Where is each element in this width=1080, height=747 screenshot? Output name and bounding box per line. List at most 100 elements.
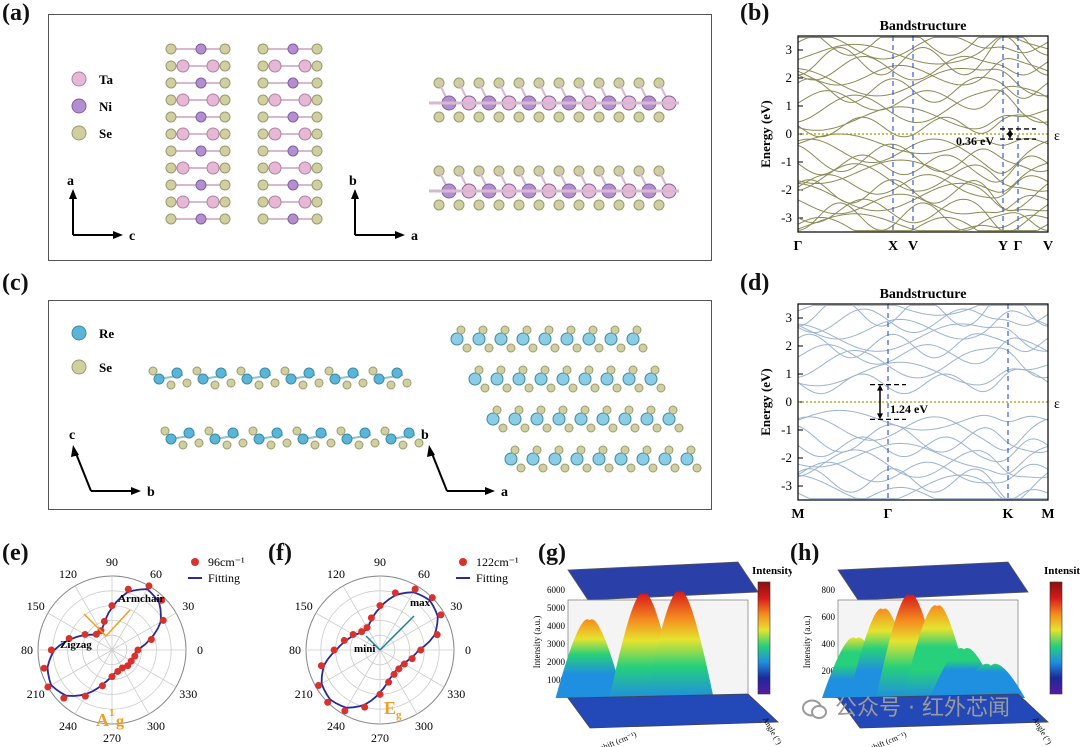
se-atom: [398, 440, 408, 450]
data-point: [92, 630, 100, 638]
se-atom: [160, 426, 170, 436]
axis-label-b-vert: b: [421, 428, 429, 443]
se-atom: [670, 463, 680, 473]
angle-tick-label: 330: [179, 687, 197, 701]
angle-tick-label: 150: [295, 599, 313, 613]
ni-atom: [195, 43, 207, 55]
data-point: [376, 602, 384, 610]
se-atom: [257, 162, 269, 174]
se-atom: [553, 111, 565, 123]
se-atom: [544, 325, 554, 335]
max-label: max: [410, 597, 431, 609]
band-line: [797, 163, 1049, 192]
band-line: [797, 323, 1049, 352]
data-point: [108, 602, 116, 610]
band-line: [797, 154, 1049, 183]
y-tick-label: 3: [786, 310, 793, 325]
kpoint-label: Γ: [884, 507, 893, 522]
se-atom: [456, 325, 466, 335]
se-atom: [686, 445, 696, 455]
data-point: [395, 665, 403, 673]
se-atom: [692, 463, 702, 473]
se-atom: [194, 438, 204, 448]
re-atom: [341, 433, 353, 445]
re-atom: [303, 367, 315, 379]
se-atom: [165, 162, 177, 174]
se-atom: [518, 365, 528, 375]
panel-label-g: (g): [538, 540, 566, 566]
se-atom: [222, 440, 232, 450]
se-atom: [480, 383, 490, 393]
se-atom: [219, 179, 231, 191]
polar-spoke: [342, 649, 381, 715]
se-atom: [473, 111, 485, 123]
axis-label-b-horiz: b: [147, 485, 155, 500]
se-atom: [558, 405, 568, 415]
data-point: [127, 657, 135, 665]
y-axis-label: Energy (eV): [758, 368, 773, 436]
se-atom: [453, 111, 465, 123]
se-atom: [257, 111, 269, 123]
polar-plot-f: 9060300330300270240210180150120122cm⁻¹Fi…: [288, 555, 519, 745]
band-line: [797, 174, 1049, 199]
data-point: [131, 652, 139, 660]
axes-left-a: a c: [67, 174, 135, 244]
band-line: [797, 36, 1049, 60]
y-axis-label: Angle (°): [1031, 715, 1054, 746]
data-point: [408, 655, 416, 663]
x-axis-label: Raman shift (cm⁻¹): [846, 730, 908, 747]
se-atom: [314, 378, 324, 388]
raman-surface-h: 200 400 600 800 Intensity (a.u.) Raman shift …: [802, 561, 1080, 747]
re-atom: [644, 372, 658, 386]
panel-label-b: (b): [740, 0, 770, 26]
se-atom: [564, 423, 574, 433]
data-point: [428, 594, 436, 602]
se-atom: [598, 445, 608, 455]
polar-spoke: [111, 649, 150, 715]
panel-label-d: (d): [740, 270, 770, 296]
se-atom: [148, 366, 158, 376]
data-point: [400, 660, 408, 668]
ta-atom: [206, 161, 220, 175]
se-atom: [219, 145, 231, 157]
data-point: [385, 678, 393, 686]
y-tick-label: -3: [781, 210, 792, 225]
y-axis-label: Angle (°): [761, 715, 784, 746]
se-atom: [257, 213, 269, 225]
polar-spoke: [379, 612, 445, 651]
re-atom: [552, 412, 566, 426]
se-atom: [546, 383, 556, 393]
se-atom: [616, 343, 626, 353]
se-atom: [270, 378, 280, 388]
re-atom: [227, 427, 239, 439]
band-line: [797, 436, 1049, 463]
se-atom: [165, 179, 177, 191]
band-line: [798, 36, 1049, 56]
se-atom: [326, 438, 336, 448]
se-atom: [588, 325, 598, 335]
polar-spoke: [342, 585, 381, 651]
re-atom: [526, 452, 540, 466]
polar-spoke: [74, 585, 113, 651]
floor-plane: [837, 693, 1049, 729]
se-atom: [368, 366, 378, 376]
band-line: [797, 468, 1049, 500]
re-atom: [403, 427, 415, 439]
angle-tick-label: 30: [450, 599, 462, 613]
polar-spoke: [111, 649, 177, 688]
se-atom: [380, 426, 390, 436]
axis-label-c: c: [129, 229, 135, 244]
ni-atom: [287, 111, 299, 123]
re-atom: [329, 373, 341, 385]
band-line: [797, 486, 1049, 500]
axis-label-a2: a: [411, 229, 418, 244]
wechat-icon: [802, 698, 828, 720]
se-atom: [165, 196, 177, 208]
legend-se-atom-c: [71, 359, 87, 375]
se-atom: [584, 365, 594, 375]
se-atom: [573, 199, 585, 211]
se-atom: [165, 77, 177, 89]
band-line: [797, 333, 1049, 359]
angle-tick-label: 270: [103, 731, 121, 745]
